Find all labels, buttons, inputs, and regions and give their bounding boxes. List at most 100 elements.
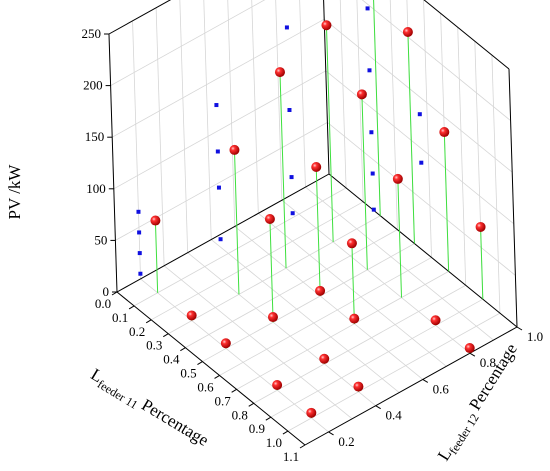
y-axis-line <box>304 326 518 446</box>
x-axis-label-tail: Percentage <box>135 393 212 450</box>
drop-line <box>397 178 403 298</box>
data-point-red <box>392 173 403 184</box>
floor-grid-x <box>270 298 484 418</box>
data-point-red <box>402 26 413 37</box>
floor-grid-y <box>258 213 447 367</box>
data-point-red <box>229 144 240 155</box>
y-tick <box>375 405 381 410</box>
x-tick-label: 0.0 <box>95 296 111 311</box>
drop-line <box>480 226 484 300</box>
x-tick <box>197 361 203 365</box>
drop-line <box>269 218 274 323</box>
right-wall-grid-z <box>325 70 515 225</box>
z-axis-label: PV /kW <box>5 164 24 220</box>
grid <box>108 0 518 446</box>
y-tick-label: 0.4 <box>386 408 403 423</box>
data-point-red <box>311 161 322 172</box>
x-tick <box>111 291 118 296</box>
x-tick-label: 0.6 <box>197 379 214 394</box>
data-point-blue <box>138 271 143 276</box>
floor-grid-y <box>234 226 424 380</box>
floor-grid-y <box>140 278 329 433</box>
data-point-blue <box>371 207 376 212</box>
axes <box>104 0 523 449</box>
back-wall-grid-y <box>227 0 236 227</box>
right-wall-grid-z <box>327 122 516 276</box>
right-wall-grid-x <box>423 0 432 258</box>
z-tick-label: 150 <box>85 129 105 144</box>
x-tick-label: 0.8 <box>232 407 248 422</box>
tick-labels: 0501001502002500.00.10.20.30.40.50.60.70… <box>82 26 544 464</box>
floor-grid-y <box>210 239 400 393</box>
z-tick-label: 250 <box>82 26 102 41</box>
drop-line <box>443 132 450 272</box>
data-point-blue <box>216 185 221 190</box>
data-point-blue <box>287 108 292 113</box>
data-point-blue <box>137 251 142 256</box>
x-tick-label: 1.1 <box>283 449 299 464</box>
right-wall-grid-z <box>323 18 513 173</box>
z-tick-label: 0 <box>103 284 110 299</box>
drop-line <box>351 243 355 324</box>
top-right-edge <box>423 0 510 70</box>
floor-grid-x <box>287 312 501 432</box>
right-wall-grid-x <box>457 27 467 286</box>
y-tick <box>422 379 429 383</box>
x-tick <box>265 416 272 421</box>
data-point-red <box>439 127 450 138</box>
back-wall-grid-z <box>113 70 326 190</box>
floor-grid-y <box>163 265 353 420</box>
data-point-red <box>220 338 231 349</box>
x-tick <box>282 430 289 435</box>
data-point-blue <box>369 130 374 135</box>
y-tick-label: 0.6 <box>433 381 450 396</box>
data-point-red <box>346 238 357 249</box>
right-corner-edge <box>508 68 518 328</box>
right-wall-grid-z <box>361 0 511 121</box>
floor-grid-x <box>168 215 381 335</box>
x-tick-label: 0.1 <box>112 310 128 325</box>
data-point-blue <box>289 175 294 180</box>
x-axis-label-sub: feeder 11 <box>95 377 140 412</box>
data-point-red <box>272 380 283 391</box>
x-tick-label: 1.0 <box>266 435 282 450</box>
x-tick <box>299 444 306 449</box>
data-point-red <box>264 214 275 225</box>
data-point-red <box>306 407 317 418</box>
back-wall-grid-z <box>112 18 325 138</box>
data-point-blue <box>215 149 220 154</box>
y-tick <box>328 431 334 436</box>
x-tick <box>214 375 220 379</box>
floor-grid-x <box>133 187 347 307</box>
right-wall-grid-x <box>339 0 347 188</box>
drop-line <box>361 94 368 270</box>
points <box>136 6 486 418</box>
x-tick-label: 0.5 <box>180 366 196 381</box>
data-point-red <box>349 313 360 324</box>
right-wall-grid-z <box>423 0 510 70</box>
data-point-red <box>267 312 278 323</box>
data-point-red <box>430 315 441 326</box>
x-axis-line <box>116 291 306 446</box>
drop-line <box>233 149 240 295</box>
back-wall-grid-y <box>203 0 212 240</box>
data-point-red <box>150 215 161 226</box>
data-point-blue <box>137 230 142 235</box>
data-point-red <box>274 67 285 78</box>
floor-grid-x <box>219 257 432 376</box>
floor-grid-x <box>202 243 415 362</box>
y-tick <box>516 326 523 331</box>
x-tick <box>145 319 152 324</box>
z-tick-label: 100 <box>86 181 106 196</box>
data-point-blue <box>367 68 372 73</box>
x-tick-label: 0.4 <box>163 352 180 367</box>
x-tick <box>231 388 237 393</box>
drop-line <box>315 166 321 297</box>
drop-line <box>407 31 415 244</box>
x-tick-label: 0.2 <box>129 324 145 339</box>
x-tick <box>248 402 254 407</box>
drop-line <box>373 0 381 216</box>
drop-line <box>325 25 334 242</box>
data-point-red <box>315 285 326 296</box>
